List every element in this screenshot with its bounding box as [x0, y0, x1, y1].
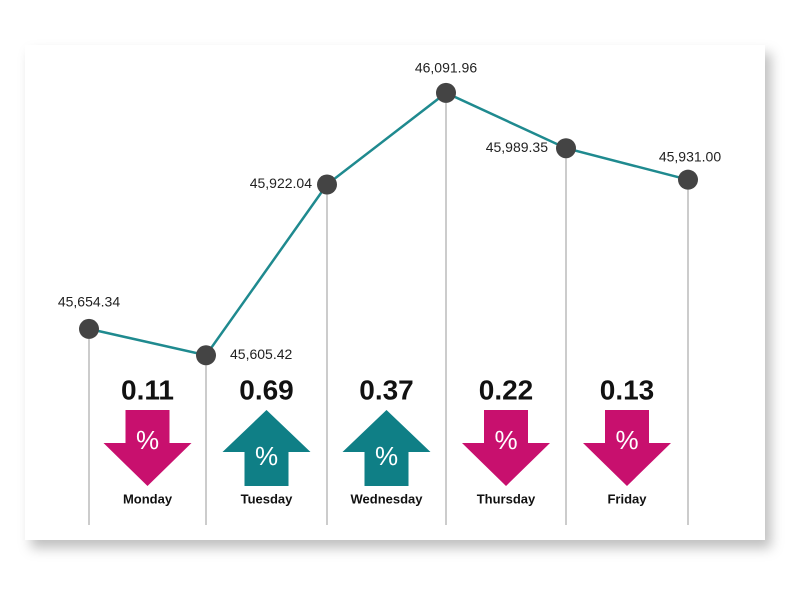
day-label: Friday [607, 491, 647, 506]
percent-symbol: % [375, 441, 398, 471]
point [317, 174, 337, 195]
arrow-down [103, 410, 192, 486]
change-value: 0.69 [239, 374, 294, 405]
percent-symbol: % [615, 425, 638, 455]
line [88, 91, 689, 357]
value-label: 45,931.00 [659, 148, 721, 164]
percent-symbol: % [494, 425, 517, 455]
arrow-down [583, 410, 671, 486]
value-label: 45,989.35 [486, 139, 548, 155]
change-value: 0.37 [359, 374, 414, 405]
point [436, 82, 456, 103]
point [79, 318, 99, 339]
percent-symbol: % [136, 425, 159, 455]
day-label: Wednesday [350, 491, 423, 506]
value-label: 46,091.96 [415, 60, 477, 76]
day-label: Thursday [477, 491, 536, 506]
day-label: Monday [123, 491, 173, 506]
point [556, 138, 576, 159]
point [678, 169, 698, 190]
change-value: 0.13 [600, 374, 655, 405]
change-value: 0.22 [479, 374, 534, 405]
arrow-down [462, 410, 550, 486]
day-label: Tuesday [241, 491, 294, 506]
value-label: 45,605.42 [230, 346, 292, 362]
point [196, 345, 216, 366]
value-label: 45,922.04 [250, 175, 312, 191]
percent-symbol: % [255, 441, 278, 471]
arrow-up [342, 410, 431, 486]
value-label: 45,654.34 [58, 294, 120, 310]
arrow-up [222, 410, 311, 486]
change-value: 0.11 [121, 374, 174, 405]
